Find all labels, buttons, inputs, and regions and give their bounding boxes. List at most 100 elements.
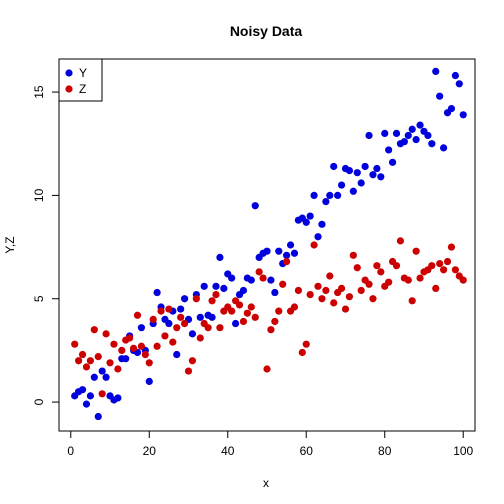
- data-point: [451, 71, 459, 80]
- data-point: [353, 264, 361, 272]
- data-point: [86, 357, 94, 365]
- data-point: [432, 284, 440, 292]
- data-point: [82, 400, 91, 408]
- legend-marker-z: [65, 85, 73, 93]
- data-point: [184, 367, 193, 375]
- data-point: [353, 169, 361, 177]
- data-point: [424, 131, 432, 140]
- x-tick-label: 0: [67, 444, 74, 458]
- data-point: [228, 274, 236, 282]
- data-point: [416, 121, 424, 129]
- data-point: [357, 286, 365, 295]
- data-point: [294, 286, 302, 295]
- data-point: [188, 357, 197, 365]
- data-point: [118, 346, 126, 354]
- x-tick-label: 80: [378, 444, 392, 458]
- data-point: [428, 262, 436, 270]
- data-point: [98, 390, 106, 398]
- data-points: [71, 67, 467, 421]
- data-point: [365, 131, 373, 140]
- data-point: [149, 315, 157, 323]
- data-point: [267, 326, 275, 334]
- data-point: [283, 257, 291, 266]
- data-point: [141, 350, 149, 359]
- y-tick-label: 15: [32, 85, 46, 99]
- data-point: [345, 293, 354, 301]
- legend-label-z: Z: [79, 82, 86, 96]
- data-point: [161, 332, 169, 340]
- data-point: [247, 276, 255, 284]
- legend-marker-y: [65, 69, 73, 77]
- data-point: [212, 282, 220, 290]
- y-tick-label: 5: [32, 295, 46, 302]
- data-point: [451, 266, 459, 274]
- x-tick-label: 20: [143, 444, 157, 458]
- data-point: [318, 220, 326, 228]
- data-point: [345, 167, 354, 175]
- x-tick-label: 100: [453, 444, 473, 458]
- data-point: [283, 251, 291, 259]
- data-point: [216, 324, 224, 332]
- data-point: [145, 377, 153, 385]
- data-point: [330, 162, 338, 171]
- data-point: [204, 324, 212, 332]
- data-point: [228, 307, 236, 315]
- data-point: [310, 241, 318, 249]
- data-point: [412, 247, 420, 255]
- data-point: [341, 305, 350, 313]
- data-point: [165, 319, 173, 328]
- data-point: [251, 202, 259, 210]
- data-point: [235, 301, 244, 309]
- data-point: [177, 313, 185, 321]
- data-point: [114, 365, 122, 373]
- x-tick-label: 40: [221, 444, 235, 458]
- x-axis: 0 20 40 60 80 100: [67, 430, 474, 458]
- data-point: [126, 334, 134, 342]
- data-point: [90, 326, 98, 334]
- legend-box: [58, 58, 103, 102]
- legend-label-y: Y: [79, 66, 87, 80]
- data-point: [188, 330, 197, 338]
- data-point: [412, 136, 420, 144]
- y-tick-label: 10: [32, 188, 46, 202]
- data-point: [157, 307, 165, 315]
- data-point: [447, 105, 456, 113]
- x-axis-label: x: [263, 476, 269, 490]
- data-point: [263, 365, 271, 373]
- data-point: [388, 158, 397, 166]
- data-point: [459, 111, 467, 119]
- data-point: [78, 386, 87, 394]
- data-point: [173, 350, 181, 359]
- data-point: [290, 249, 299, 257]
- data-point: [110, 340, 118, 348]
- data-point: [267, 276, 275, 284]
- data-point: [404, 276, 412, 284]
- data-point: [71, 340, 79, 348]
- data-point: [396, 237, 405, 245]
- data-point: [357, 179, 365, 187]
- data-point: [392, 129, 401, 137]
- data-point: [314, 233, 322, 241]
- data-point: [271, 317, 279, 326]
- data-point: [314, 282, 322, 290]
- data-point: [436, 92, 444, 100]
- data-point: [279, 280, 287, 288]
- data-point: [416, 274, 424, 282]
- data-point: [137, 324, 146, 332]
- series-z: [71, 237, 467, 398]
- data-point: [75, 357, 83, 365]
- data-point: [251, 313, 259, 321]
- data-point: [404, 131, 412, 140]
- data-point: [239, 317, 248, 326]
- data-point: [86, 392, 94, 400]
- data-point: [208, 313, 216, 321]
- data-point: [436, 260, 444, 268]
- data-point: [385, 146, 393, 154]
- data-point: [349, 187, 357, 195]
- data-point: [196, 313, 204, 321]
- data-point: [82, 363, 91, 371]
- data-point: [447, 243, 456, 251]
- x-tick-label: 60: [300, 444, 314, 458]
- data-point: [145, 359, 153, 367]
